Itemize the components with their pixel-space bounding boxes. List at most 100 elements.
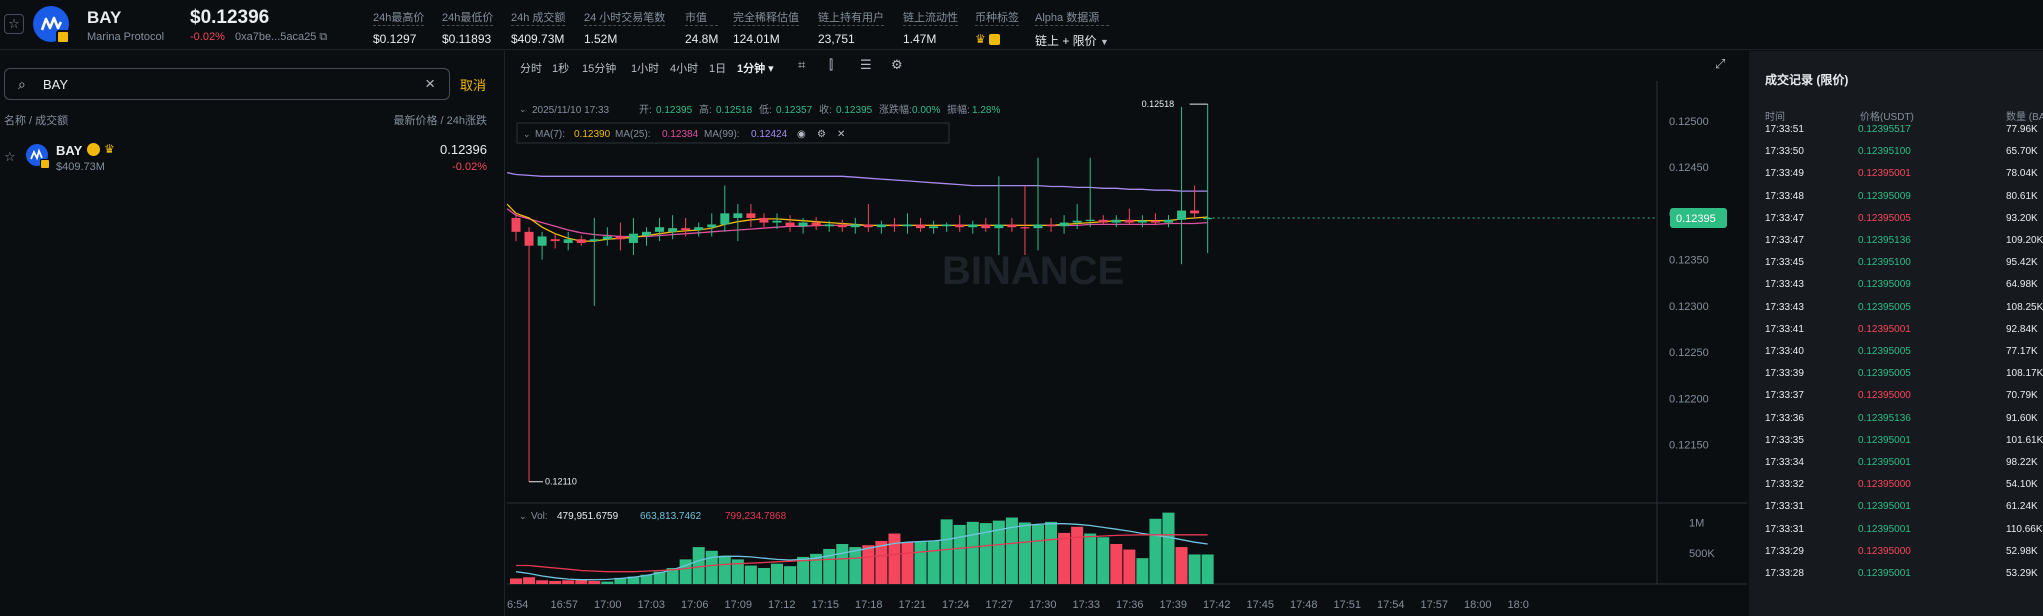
trade-price: 0.12395001	[1858, 323, 1911, 335]
time-tick-label: 17:18	[855, 599, 883, 611]
tab-1s[interactable]: 1秒	[552, 63, 570, 75]
volume-bar	[510, 578, 522, 584]
table-row: 17:33:32 0.12395000 54.10K	[1749, 479, 2043, 501]
volume-bar	[888, 533, 901, 584]
token-price: $0.12396	[190, 7, 270, 28]
stat-value: 1.52M	[584, 32, 618, 46]
trade-price: 0.12395005	[1858, 368, 1911, 380]
trade-qty: 80.61K	[2006, 190, 2038, 202]
info-open-label: 开:	[639, 105, 652, 116]
volume-bar	[810, 553, 823, 584]
stat-label: 24h最高价	[373, 9, 425, 26]
ma25-value: 0.12384	[662, 129, 699, 140]
table-row: 17:33:40 0.12395005 77.17K	[1749, 346, 2043, 368]
tab-timeline[interactable]: 分时	[520, 63, 542, 75]
favorite-star-icon[interactable]: ☆	[4, 149, 16, 164]
stat-label: 链上流动性	[903, 9, 958, 26]
stat-24h-volume: 24h 成交额 $409.73M	[511, 9, 566, 46]
time-tick-label: 17:00	[594, 599, 622, 611]
alpha-badge-icon	[87, 143, 100, 156]
ma99-line-start	[507, 171, 517, 176]
volume-bar	[927, 540, 940, 584]
time-tick-label: 17:06	[681, 599, 709, 611]
trade-qty: 64.98K	[2006, 279, 2038, 291]
candle-body	[824, 224, 834, 227]
volume-bar	[1110, 544, 1123, 584]
price-tick-label: 0.12450	[1669, 162, 1709, 174]
token-list-panel: ⌕ BAY × 取消 名称 / 成交额 最新价格 / 24h涨跌 ☆ BAY ♛…	[0, 51, 505, 616]
info-high-label: 高:	[699, 103, 712, 116]
info-chg-label: 涨跌幅:	[879, 103, 912, 116]
trade-time: 17:33:51	[1765, 124, 1804, 135]
favorite-star-icon[interactable]: ☆	[4, 14, 24, 34]
tab-1m[interactable]: 1分钟 ▾	[737, 63, 774, 75]
kline-chart[interactable]: 0.125000.124500.124000.123500.123000.122…	[507, 51, 1747, 616]
list-item-volume: $409.73M	[56, 161, 105, 173]
crown-tag-icon: ♛	[975, 32, 986, 46]
volume-bar	[836, 544, 849, 584]
search-input[interactable]: BAY	[43, 77, 69, 92]
time-tick-label: 17:30	[1029, 599, 1057, 611]
table-row: 17:33:51 0.12395517 77.96K	[1749, 124, 2043, 146]
candle-body	[668, 228, 678, 232]
volume-bar	[1084, 533, 1097, 584]
volume-bar	[666, 568, 679, 584]
candle-body	[733, 213, 743, 218]
clear-icon[interactable]: ×	[425, 74, 435, 93]
stat-24h-trades: 24 小时交易笔数 1.52M	[584, 9, 666, 46]
col-header-price: 价格(USDT)	[1860, 112, 1914, 123]
time-tick-label: 17:57	[1421, 599, 1449, 611]
trade-qty: 78.04K	[2006, 168, 2038, 180]
table-row: 17:33:43 0.12395005 108.25K	[1749, 302, 2043, 324]
settings-sliders-icon[interactable]: ☰	[860, 57, 872, 72]
indicator-icon[interactable]: ⌗	[798, 57, 806, 72]
volume-value-1: 479,951.6759	[557, 511, 619, 522]
copy-icon[interactable]: ⧉	[319, 31, 328, 43]
stat-label: 24 小时交易笔数	[584, 9, 666, 26]
table-row: 17:33:50 0.12395100 65.70K	[1749, 146, 2043, 168]
candle-body	[811, 222, 821, 227]
gear-icon[interactable]: ⚙	[891, 57, 903, 72]
trade-qty: 108.17K	[2006, 368, 2043, 380]
tab-15m[interactable]: 15分钟	[582, 63, 617, 75]
trade-qty: 53.29K	[2006, 568, 2038, 579]
last-price-tag-text: 0.12395	[1676, 213, 1716, 225]
volume-ma-line-2	[516, 534, 1208, 573]
candle-body	[1124, 219, 1134, 223]
ma7-line-start	[507, 203, 517, 214]
trade-qty: 77.96K	[2006, 124, 2038, 135]
stat-label: 24h 成交额	[511, 9, 566, 26]
candle-body	[589, 239, 599, 242]
stat-data-source[interactable]: Alpha 数据源 链上 + 限价 ▼	[1035, 9, 1109, 49]
trade-time: 17:33:31	[1765, 501, 1804, 513]
col-header-price[interactable]: 最新价格 / 24h涨跌	[393, 115, 487, 127]
search-box[interactable]: ⌕ BAY ×	[4, 68, 450, 100]
tab-4h[interactable]: 4小时	[670, 63, 699, 75]
trade-qty: 91.60K	[2006, 412, 2038, 424]
cancel-button[interactable]: 取消	[460, 78, 487, 93]
stat-value: $409.73M	[511, 32, 565, 46]
time-tick-label: 17:54	[1377, 599, 1405, 611]
tab-1h[interactable]: 1小时	[631, 63, 660, 75]
volume-bar	[1018, 522, 1031, 584]
trade-qty: 108.25K	[2006, 301, 2043, 313]
fullscreen-icon[interactable]: ⤢	[1715, 56, 1726, 71]
col-header-name[interactable]: 名称 / 成交额	[4, 115, 69, 127]
kline-chart-panel: 0.125000.124500.124000.123500.123000.122…	[507, 51, 1747, 616]
contract-address[interactable]: 0xa7be...5aca25 ⧉	[235, 31, 327, 44]
candle-body	[759, 217, 769, 223]
volume-label: Vol:	[531, 511, 548, 522]
table-row: 17:33:37 0.12395000 70.79K	[1749, 390, 2043, 412]
time-tick-label: 18:00	[1464, 599, 1492, 611]
stat-24h-high: 24h最高价 $0.1297	[373, 9, 425, 46]
time-tick-label: 17:09	[725, 599, 753, 611]
ma99-label: MA(99):	[704, 129, 740, 140]
volume-bar	[914, 541, 927, 584]
volume-bar	[679, 559, 692, 584]
trade-qty: 92.84K	[2006, 323, 2038, 335]
price-tick-label: 0.12500	[1669, 116, 1709, 128]
table-row: 17:33:45 0.12395100 95.42K	[1749, 257, 2043, 279]
candle-body	[929, 226, 939, 229]
chart-type-icon[interactable]: ⫿	[829, 57, 834, 72]
tab-1d[interactable]: 1日	[709, 63, 727, 75]
